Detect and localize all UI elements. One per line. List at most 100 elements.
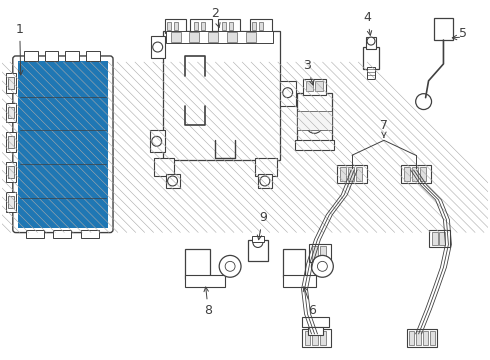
Bar <box>294 140 334 150</box>
Bar <box>53 230 72 238</box>
Bar <box>8 77 14 89</box>
Bar <box>248 239 268 261</box>
Bar <box>8 166 14 178</box>
Bar <box>8 107 14 118</box>
Bar <box>6 73 16 93</box>
Circle shape <box>367 37 375 45</box>
Circle shape <box>307 117 322 133</box>
Bar <box>167 22 171 30</box>
Bar <box>171 32 180 42</box>
Text: 9: 9 <box>257 211 267 240</box>
Circle shape <box>168 176 177 186</box>
Bar <box>422 331 428 345</box>
Bar <box>310 244 331 262</box>
Bar <box>195 22 198 30</box>
Bar <box>302 79 326 95</box>
Circle shape <box>416 94 432 109</box>
Circle shape <box>152 136 162 146</box>
Text: 4: 4 <box>363 11 372 35</box>
Bar <box>81 230 99 238</box>
Bar <box>301 317 329 327</box>
Circle shape <box>225 261 235 271</box>
Bar <box>301 329 331 347</box>
Bar <box>313 331 318 345</box>
Bar <box>154 158 173 176</box>
Bar <box>166 31 273 43</box>
Bar <box>313 247 318 260</box>
Bar <box>8 196 14 208</box>
Bar <box>25 230 44 238</box>
Bar <box>296 93 332 142</box>
Text: 3: 3 <box>303 59 314 85</box>
Bar <box>283 275 317 287</box>
FancyBboxPatch shape <box>13 56 113 233</box>
Bar <box>65 51 79 61</box>
Bar <box>201 22 205 30</box>
Bar <box>340 167 346 181</box>
Bar <box>409 331 414 345</box>
Circle shape <box>153 42 163 52</box>
Bar <box>166 174 179 188</box>
Circle shape <box>318 261 327 271</box>
Bar <box>337 165 367 183</box>
Bar <box>356 167 362 181</box>
Bar <box>185 275 225 287</box>
Bar <box>6 192 16 212</box>
Bar <box>308 327 323 335</box>
Bar <box>191 19 212 33</box>
Circle shape <box>312 255 333 277</box>
Bar <box>367 67 375 79</box>
Bar <box>246 32 256 42</box>
Bar <box>208 32 218 42</box>
Bar <box>173 22 177 30</box>
Bar <box>250 19 272 33</box>
Bar <box>283 249 305 277</box>
Bar <box>6 162 16 182</box>
Bar <box>404 167 410 181</box>
Bar <box>8 136 14 148</box>
Bar <box>227 32 237 42</box>
Text: 7: 7 <box>380 119 388 138</box>
Bar <box>229 22 233 30</box>
Bar <box>151 36 165 58</box>
Bar <box>434 18 453 40</box>
Bar <box>280 81 295 105</box>
Bar <box>416 331 420 345</box>
Circle shape <box>283 88 293 98</box>
Bar <box>218 19 240 33</box>
Circle shape <box>312 122 318 129</box>
Bar <box>258 174 272 188</box>
Bar <box>185 249 210 279</box>
Bar <box>255 158 277 176</box>
Bar <box>252 22 256 30</box>
Text: 2: 2 <box>211 7 220 27</box>
Bar <box>429 230 450 247</box>
Bar <box>6 103 16 122</box>
Text: 6: 6 <box>303 287 317 318</box>
Bar <box>366 37 376 49</box>
Bar <box>24 51 38 61</box>
Bar <box>306 81 314 91</box>
Bar <box>252 235 264 242</box>
Bar <box>296 111 332 130</box>
Bar <box>419 167 426 181</box>
Bar <box>259 22 263 30</box>
Bar <box>150 130 165 152</box>
Bar <box>320 331 326 345</box>
Bar <box>6 132 16 152</box>
Bar <box>18 61 108 228</box>
Bar <box>363 47 379 69</box>
Bar <box>432 231 438 246</box>
Bar <box>163 31 280 160</box>
Text: 1: 1 <box>16 23 24 75</box>
Bar <box>86 51 100 61</box>
Bar <box>190 32 199 42</box>
Circle shape <box>260 176 270 186</box>
Bar <box>316 81 323 91</box>
Bar <box>401 165 431 183</box>
Bar <box>348 167 354 181</box>
Circle shape <box>219 255 241 277</box>
Bar <box>430 331 435 345</box>
Bar <box>440 231 445 246</box>
Bar <box>222 22 226 30</box>
